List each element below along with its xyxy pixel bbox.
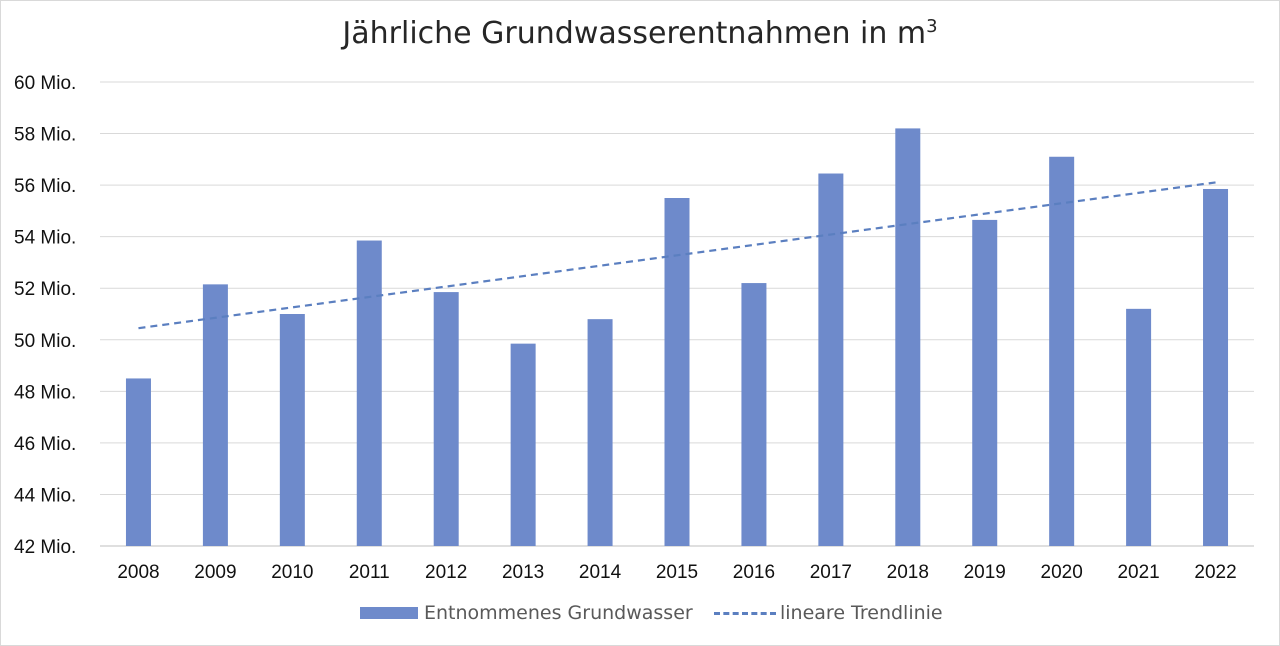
legend-item-bars: Entnommenes Grundwasser — [360, 602, 693, 624]
y-tick-label: 42 Mio. — [14, 537, 76, 558]
chart-title-text: Jährliche Grundwasserentnahmen in m — [342, 16, 927, 51]
x-tick-label: 2016 — [733, 562, 775, 583]
y-tick-label: 60 Mio. — [14, 73, 76, 94]
x-tick-label: 2008 — [117, 562, 159, 583]
bar — [895, 128, 921, 546]
x-tick-label: 2012 — [425, 562, 467, 583]
bar — [510, 343, 536, 546]
legend-bar-swatch — [360, 607, 418, 619]
bar — [125, 378, 151, 546]
bar — [356, 240, 382, 547]
x-tick-label: 2019 — [964, 562, 1006, 583]
bar — [433, 292, 459, 546]
x-tick-label: 2011 — [349, 562, 390, 583]
x-tick-label: 2017 — [810, 562, 852, 583]
y-tick-label: 56 Mio. — [14, 176, 76, 197]
bar — [818, 173, 844, 546]
bar — [1126, 308, 1152, 546]
y-tick-label: 48 Mio. — [14, 382, 76, 403]
x-tick-label: 2009 — [194, 562, 236, 583]
bar — [279, 314, 305, 546]
legend-label-bars: Entnommenes Grundwasser — [424, 602, 693, 624]
x-tick-label: 2022 — [1194, 562, 1236, 583]
bar — [1049, 156, 1075, 546]
y-tick-label: 54 Mio. — [14, 228, 76, 249]
bar — [587, 319, 613, 546]
x-tick-label: 2010 — [271, 562, 313, 583]
bar — [202, 284, 228, 546]
x-tick-label: 2013 — [502, 562, 544, 583]
bar — [972, 219, 998, 546]
legend: Entnommenes Grundwasser lineare Trendlin… — [0, 602, 1280, 626]
y-tick-label: 44 Mio. — [14, 485, 76, 506]
x-tick-label: 2018 — [887, 562, 929, 583]
x-tick-label: 2020 — [1041, 562, 1083, 583]
legend-label-trendline: lineare Trendlinie — [780, 602, 943, 624]
chart-title: Jährliche Grundwasserentnahmen in m3 — [0, 16, 1280, 51]
x-tick-label: 2021 — [1117, 562, 1159, 583]
chart-title-superscript: 3 — [926, 16, 938, 37]
x-tick-label: 2015 — [656, 562, 698, 583]
y-tick-label: 58 Mio. — [14, 125, 76, 146]
y-tick-label: 50 Mio. — [14, 331, 76, 352]
y-tick-label: 46 Mio. — [14, 434, 76, 455]
y-tick-label: 52 Mio. — [14, 279, 76, 300]
bar — [741, 283, 767, 546]
trendline — [138, 181, 1216, 330]
legend-item-trendline: lineare Trendlinie — [714, 602, 943, 624]
bar — [1203, 188, 1229, 546]
x-tick-label: 2014 — [579, 562, 622, 583]
bar — [664, 198, 690, 546]
legend-trendline-swatch — [714, 611, 776, 615]
